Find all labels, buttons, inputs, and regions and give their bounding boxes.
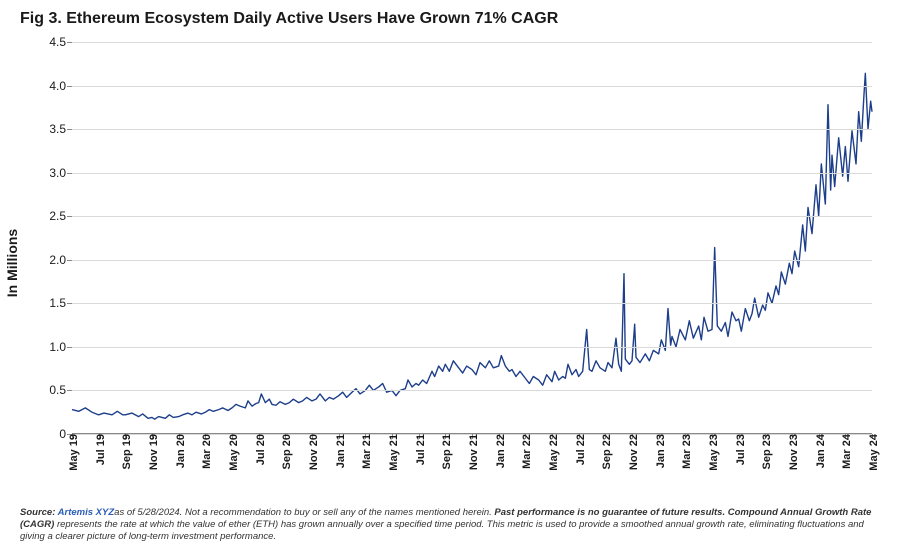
gridline xyxy=(72,173,872,174)
source-label: Source: xyxy=(20,507,58,518)
x-tick-label: Mar 22 xyxy=(521,434,533,469)
gridline xyxy=(72,260,872,261)
y-tick-mark xyxy=(67,129,72,130)
x-tick-label: Jul 19 xyxy=(95,434,107,465)
x-tick-label: Nov 21 xyxy=(468,434,480,470)
x-tick-label: Sep 22 xyxy=(601,434,613,469)
y-tick-label: 4.5 xyxy=(49,35,66,49)
x-tick-label: May 20 xyxy=(228,434,240,471)
x-tick-label: May 21 xyxy=(388,434,400,471)
x-tick-label: Mar 21 xyxy=(361,434,373,469)
y-tick-label: 3.0 xyxy=(49,166,66,180)
x-tick-label: Nov 22 xyxy=(628,434,640,470)
x-tick-label: Jan 23 xyxy=(655,434,667,468)
x-tick-label: Sep 21 xyxy=(441,434,453,469)
y-tick-label: 3.5 xyxy=(49,122,66,136)
x-tick-label: Jul 22 xyxy=(575,434,587,465)
y-axis-label: In Millions xyxy=(4,229,20,297)
x-tick-label: Jan 24 xyxy=(815,434,827,468)
y-tick-label: 4.0 xyxy=(49,79,66,93)
x-tick-label: Jul 20 xyxy=(255,434,267,465)
x-tick-label: Sep 23 xyxy=(761,434,773,469)
gridline xyxy=(72,42,872,43)
gridline xyxy=(72,129,872,130)
x-tick-label: Nov 23 xyxy=(788,434,800,470)
plot-area: 00.51.01.52.02.53.03.54.04.5May 19Jul 19… xyxy=(72,42,872,434)
x-tick-label: May 22 xyxy=(548,434,560,471)
gridline xyxy=(72,347,872,348)
y-tick-label: 0.5 xyxy=(49,383,66,397)
y-tick-label: 1.0 xyxy=(49,340,66,354)
gridline xyxy=(72,390,872,391)
source-date: as of 5/28/2024. Not a recommendation to… xyxy=(114,507,494,518)
chart-container: In Millions 00.51.01.52.02.53.03.54.04.5… xyxy=(20,38,880,488)
gridline xyxy=(72,303,872,304)
x-tick-label: Nov 19 xyxy=(148,434,160,470)
gridline xyxy=(72,86,872,87)
x-tick-label: Sep 19 xyxy=(121,434,133,469)
y-tick-mark xyxy=(67,390,72,391)
line-chart-svg xyxy=(72,42,872,434)
x-tick-label: Jul 21 xyxy=(415,434,427,465)
y-tick-mark xyxy=(67,216,72,217)
x-tick-label: May 24 xyxy=(868,434,880,471)
y-tick-mark xyxy=(67,303,72,304)
source-link[interactable]: Artemis XYZ xyxy=(58,507,115,518)
y-tick-mark xyxy=(67,42,72,43)
y-tick-label: 1.5 xyxy=(49,296,66,310)
x-tick-label: May 23 xyxy=(708,434,720,471)
x-tick-label: Jan 21 xyxy=(335,434,347,468)
y-tick-mark xyxy=(67,173,72,174)
x-tick-label: Jul 23 xyxy=(735,434,747,465)
x-tick-label: Nov 20 xyxy=(308,434,320,470)
source-footnote: Source: Artemis XYZas of 5/28/2024. Not … xyxy=(20,507,880,543)
data-line xyxy=(72,73,872,419)
y-tick-mark xyxy=(67,347,72,348)
x-tick-label: May 19 xyxy=(68,434,80,471)
y-tick-label: 0 xyxy=(59,427,66,441)
x-tick-label: Mar 23 xyxy=(681,434,693,469)
y-tick-mark xyxy=(67,260,72,261)
x-tick-label: Mar 24 xyxy=(841,434,853,469)
gridline xyxy=(72,216,872,217)
y-tick-label: 2.5 xyxy=(49,209,66,223)
chart-title: Fig 3. Ethereum Ecosystem Daily Active U… xyxy=(20,10,558,28)
x-tick-label: Jan 20 xyxy=(175,434,187,468)
y-tick-mark xyxy=(67,86,72,87)
source-disclaimer-tail: represents the rate at which the value o… xyxy=(20,519,864,542)
x-tick-label: Sep 20 xyxy=(281,434,293,469)
x-tick-label: Jan 22 xyxy=(495,434,507,468)
y-tick-label: 2.0 xyxy=(49,253,66,267)
x-tick-label: Mar 20 xyxy=(201,434,213,469)
